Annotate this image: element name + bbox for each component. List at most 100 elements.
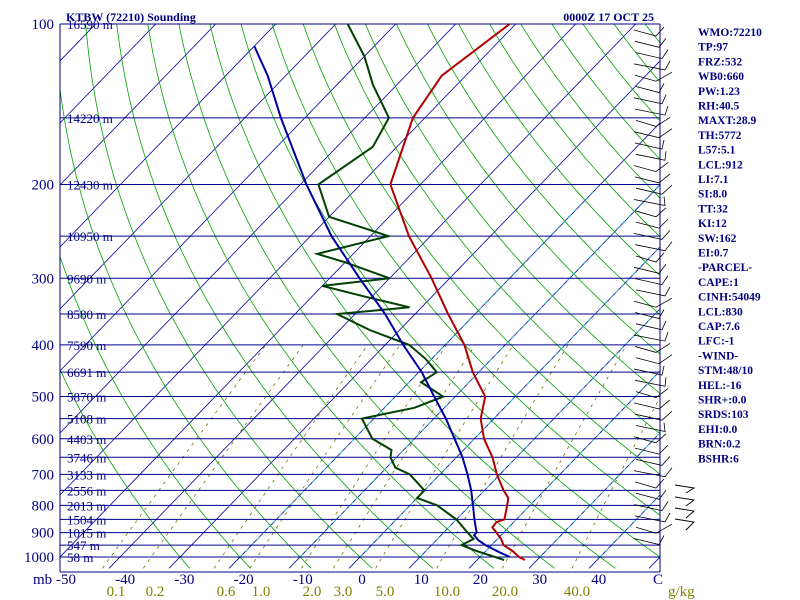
wind-barb [634, 444, 669, 455]
height-labels: 16590 m 14220 m 12430 m 10950 m 9690 m 8580 m… [67, 17, 113, 565]
pressure-unit-label: mb [33, 572, 52, 588]
index-value: HEL:-16 [698, 380, 742, 392]
dry-adiabat-line [60, 85, 312, 569]
temperature-label: 40 [591, 572, 606, 588]
wind-barb [674, 496, 696, 507]
mixing-ratio-label: 1.0 [252, 584, 271, 600]
isotherm-line [60, 24, 217, 186]
index-value: LI:7.1 [698, 174, 729, 186]
pressure-label: 700 [32, 467, 55, 483]
height-label: 16590 m [67, 17, 113, 32]
mixing-ratio-labels: 0.1 0.2 0.6 1.0 2.0 3.0 5.0 10.0 20.0 40.0 [107, 584, 591, 600]
index-value: L57:5.1 [698, 145, 736, 157]
isotherm-line [60, 24, 517, 496]
dry-adiabat-line [60, 255, 251, 569]
temperature-label: 10 [414, 572, 429, 588]
grid-lines [60, 24, 660, 569]
height-label: 14220 m [67, 111, 113, 126]
mixing-ratio-line [142, 344, 304, 569]
index-value: -WIND- [698, 350, 738, 362]
index-value: SI:8.0 [698, 189, 727, 201]
wind-barb [635, 320, 667, 331]
height-label: 2556 m [67, 483, 106, 498]
wind-barb [633, 196, 666, 206]
mixing-ratio-label: 3.0 [334, 584, 353, 600]
wind-barb [633, 94, 667, 105]
dry-adiabat-line [209, 24, 616, 569]
height-label: 5108 m [67, 412, 106, 427]
dry-adiabat-line [240, 24, 660, 558]
chart-title-right: 0000Z 17 OCT 25 [563, 10, 654, 24]
wind-barb [634, 241, 673, 252]
index-value: BSHR:6 [698, 453, 739, 465]
dry-adiabat-line [427, 24, 660, 316]
wind-barb [633, 230, 671, 240]
index-value: FRZ:532 [698, 56, 742, 68]
pressure-label: 500 [32, 390, 55, 406]
wind-barb [634, 38, 667, 48]
wind-barb [633, 433, 667, 444]
wind-barb [635, 422, 666, 433]
wind-barbs [633, 26, 696, 545]
height-label: 10950 m [67, 229, 113, 244]
isotherm-line [60, 24, 577, 558]
temperature-trace [389, 24, 526, 561]
mixing-ratio-unit: g/kg [668, 584, 695, 600]
height-label: 1504 m [67, 512, 106, 527]
index-value: MAXT:28.9 [698, 115, 756, 127]
index-value: BRN:0.2 [698, 439, 741, 451]
pressure-label: 1000 [24, 550, 54, 566]
wind-barb [633, 162, 669, 173]
pressure-label: 800 [32, 498, 55, 514]
wind-barb [635, 252, 665, 263]
dry-adiabat-line [395, 24, 660, 355]
dry-adiabat-line [178, 24, 555, 569]
chart-title-left: KTBW (72210) Sounding [66, 10, 196, 24]
wind-barb [634, 139, 665, 150]
wind-barb [634, 71, 673, 82]
wind-barb [635, 286, 671, 297]
index-value: LCL:830 [698, 306, 743, 318]
wind-barb [633, 128, 673, 139]
temperature-tick-labels: -50 -40 -30 -20 -10 0 10 20 30 40 C [56, 572, 663, 588]
wind-barb [633, 26, 665, 37]
wind-barb [635, 456, 671, 466]
height-label: 6691 m [67, 365, 106, 380]
dry-adiabat-line [271, 24, 660, 516]
wind-barb [633, 501, 669, 512]
mixing-ratio-line [249, 344, 401, 569]
wind-barb [633, 399, 671, 410]
isotherm-line [60, 24, 397, 372]
wind-barb [633, 365, 665, 376]
temperature-label: 0 [358, 572, 366, 588]
dry-adiabat-line [147, 24, 495, 569]
moist-adiabat-line [299, 184, 660, 558]
wind-barb [633, 264, 667, 274]
index-value: -PARCEL- [698, 262, 752, 274]
wind-barb [634, 105, 669, 116]
wind-barb [635, 354, 673, 365]
wind-barb [634, 309, 665, 319]
mixing-ratio-label: 40.0 [564, 584, 590, 600]
index-value: TT:32 [698, 203, 728, 215]
index-value: EHI:0.0 [698, 424, 738, 436]
index-value: RH:40.5 [698, 101, 739, 113]
wind-barb [634, 512, 671, 523]
isotherm-line [60, 24, 277, 248]
wind-barb [635, 117, 671, 127]
wind-barb [633, 60, 671, 71]
pressure-label: 300 [32, 271, 55, 287]
dewpoint-trace [313, 24, 505, 561]
pressure-label: 100 [32, 17, 55, 33]
pressure-tick-labels: 100 200 300 400 500 600 700 800 900 1000 [24, 17, 54, 566]
wind-barb [634, 207, 667, 218]
temperature-label: -10 [293, 572, 313, 588]
parcel-trace [253, 45, 511, 558]
index-value: SHR+:0.0 [698, 395, 747, 407]
height-label: 547 m [67, 538, 100, 553]
wind-barb [634, 478, 665, 489]
mixing-ratio-label: 20.0 [492, 584, 518, 600]
isotherm-line [60, 24, 457, 434]
pressure-label: 600 [32, 432, 55, 448]
